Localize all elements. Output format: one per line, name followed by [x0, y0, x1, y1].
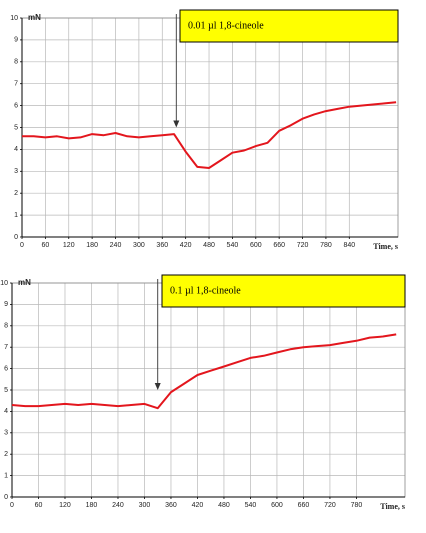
x-tick-label: 720: [297, 242, 309, 249]
x-tick-label: 840: [343, 242, 355, 249]
y-tick-label: 6: [4, 365, 8, 372]
x-tick-label: 540: [227, 242, 239, 249]
y-tick-label: 9: [14, 37, 18, 44]
y-axis-label: mN: [28, 13, 41, 22]
x-tick-label: 420: [192, 502, 204, 509]
x-tick-label: 360: [156, 242, 168, 249]
x-tick-label: 240: [112, 502, 124, 509]
y-tick-label: 4: [14, 146, 18, 153]
x-tick-label: 780: [320, 242, 332, 249]
x-tick-label: 120: [59, 502, 71, 509]
y-tick-label: 1: [14, 212, 18, 219]
y-tick-label: 9: [4, 301, 8, 308]
data-line: [11, 333, 397, 410]
y-tick-label: 7: [14, 81, 18, 88]
y-tick-label: 1: [4, 472, 8, 479]
x-tick-label: 300: [139, 502, 151, 509]
x-tick-label: 120: [63, 242, 75, 249]
y-tick-label: 2: [4, 451, 8, 458]
x-tick-label: 600: [271, 502, 283, 509]
annotation-box: [161, 274, 406, 308]
y-tick-label: 5: [14, 124, 18, 131]
x-tick-label: 240: [110, 242, 122, 249]
x-tick-label: 480: [203, 242, 215, 249]
x-tick-label: 0: [10, 502, 14, 509]
x-tick-label: 60: [35, 502, 43, 509]
x-axis-label: Time, s: [373, 242, 398, 251]
y-tick-label: 2: [14, 190, 18, 197]
x-tick-label: 0: [20, 242, 24, 249]
y-tick-label: 7: [4, 344, 8, 351]
arrow-head: [173, 120, 180, 128]
x-tick-label: 300: [133, 242, 145, 249]
annotation-box: [179, 9, 399, 43]
x-tick-label: 660: [298, 502, 310, 509]
y-tick-label: 5: [4, 387, 8, 394]
y-tick-label: 3: [14, 168, 18, 175]
x-tick-label: 480: [218, 502, 230, 509]
x-tick-label: 180: [86, 502, 98, 509]
x-tick-label: 60: [41, 242, 49, 249]
x-axis-label: Time, s: [380, 502, 405, 511]
x-tick-label: 600: [250, 242, 262, 249]
annotation-text: 0.1 µl 1,8-cineole: [170, 285, 241, 296]
x-tick-label: 420: [180, 242, 192, 249]
y-tick-label: 10: [10, 15, 18, 22]
y-tick-label: 0: [14, 234, 18, 241]
y-tick-label: 3: [4, 430, 8, 437]
y-tick-label: 0: [4, 494, 8, 501]
x-tick-label: 720: [324, 502, 336, 509]
arrow-head: [154, 383, 161, 390]
annotation-text: 0.01 µl 1,8-cineole: [188, 20, 264, 31]
x-tick-label: 360: [165, 502, 177, 509]
data-line: [22, 101, 397, 169]
x-tick-label: 540: [245, 502, 257, 509]
y-axis-label: mN: [18, 278, 31, 287]
y-tick-label: 10: [0, 280, 8, 287]
y-tick-label: 8: [14, 59, 18, 66]
y-tick-label: 6: [14, 102, 18, 109]
x-tick-label: 780: [351, 502, 363, 509]
x-tick-label: 660: [273, 242, 285, 249]
y-tick-label: 4: [4, 408, 8, 415]
x-tick-label: 180: [86, 242, 98, 249]
y-tick-label: 8: [4, 323, 8, 330]
